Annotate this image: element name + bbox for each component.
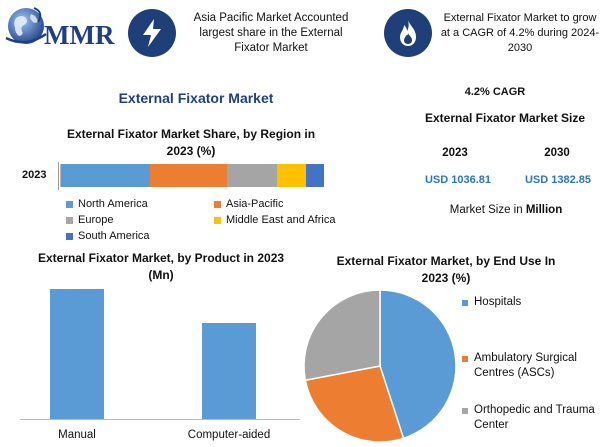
- market-size-unit: Million: [525, 204, 563, 216]
- region-stacked-bar: [60, 164, 324, 187]
- legend-swatch: [462, 300, 468, 306]
- market-size-title: External Fixator Market Size: [424, 111, 586, 125]
- legend-item: Europe: [66, 214, 113, 226]
- callout-text: External Fixator Market to grow at a CAG…: [440, 11, 600, 54]
- product-bar-manual: [50, 289, 104, 419]
- page-title: External Fixator Market: [118, 90, 274, 106]
- legend-swatch: [66, 232, 73, 240]
- enduse-chart-title: External Fixator Market, by End Use In 2…: [336, 254, 556, 285]
- value-2023: USD 1036.81: [424, 174, 492, 186]
- legend-label: South America: [78, 230, 150, 242]
- legend-label: Middle East and Africa: [226, 214, 336, 226]
- legend-item: Ambulatory Surgical Centres (ASCs): [462, 351, 610, 381]
- callout-largest-share: Asia Pacific Market Accounted largest sh…: [128, 4, 358, 62]
- legend-label: Orthopedic and Trauma Center: [474, 404, 595, 431]
- market-size-prefix: Market Size in: [449, 204, 526, 216]
- legend-swatch: [66, 200, 73, 208]
- product-bar-chart: [20, 284, 300, 420]
- callout-cagr: External Fixator Market to grow at a CAG…: [384, 4, 604, 62]
- product-category-label: Computer-aided: [187, 429, 271, 441]
- legend-label: Europe: [78, 214, 114, 226]
- legend-item: South America: [66, 230, 150, 242]
- region-segment-south-america: [305, 164, 324, 187]
- lightning-icon: [143, 19, 161, 47]
- callout-text: Asia Pacific Market Accounted largest sh…: [193, 11, 349, 54]
- legend-item: Hospitals: [462, 295, 521, 310]
- region-segment-asia-pacific: [150, 164, 227, 187]
- pie-slice-hospitals: [379, 289, 457, 440]
- pie-slice-orthopedic-and-trauma-center: [303, 289, 381, 382]
- callout-icon-badge: [384, 9, 432, 57]
- region-segment-europe: [226, 164, 277, 187]
- region-segment-north-america: [61, 164, 151, 187]
- legend-swatch: [66, 216, 73, 224]
- legend-swatch: [214, 200, 221, 208]
- region-axis: [58, 162, 59, 190]
- product-chart-title: External Fixator Market, by Product in 2…: [37, 251, 285, 282]
- callout-icon-badge: [128, 9, 176, 57]
- year-2023-label: 2023: [442, 147, 468, 159]
- region-chart-title: External Fixator Market Share, by Region…: [66, 127, 316, 158]
- legend-label: Hospitals: [474, 296, 522, 308]
- cagr-label: 4.2% CAGR: [464, 86, 526, 98]
- value-2030: USD 1382.85: [524, 174, 592, 186]
- legend-item: Asia-Pacific: [214, 198, 283, 210]
- region-year-label: 2023: [22, 169, 47, 181]
- globe-icon: [5, 7, 47, 44]
- enduse-pie-chart: [303, 289, 457, 443]
- product-x-axis: [20, 419, 300, 420]
- legend-item: North America: [66, 198, 148, 210]
- legend-swatch: [462, 408, 468, 414]
- region-segment-middle-east-and-africa: [276, 164, 306, 187]
- logo-text: MMR: [44, 20, 115, 50]
- flame-icon: [400, 20, 416, 46]
- legend-swatch: [462, 356, 468, 362]
- legend-label: North America: [78, 198, 148, 210]
- pie-slice-ambulatory-surgical-centres-ascs: [304, 365, 405, 443]
- legend-item: Middle East and Africa: [214, 214, 335, 226]
- market-size-note: Market Size in Million: [436, 204, 576, 216]
- legend-swatch: [214, 216, 221, 224]
- mmr-logo: MMR: [4, 4, 116, 52]
- year-2030-label: 2030: [544, 147, 570, 159]
- legend-item: Orthopedic and Trauma Center: [462, 403, 610, 433]
- product-category-label: Manual: [58, 429, 96, 441]
- product-bar-computer-aided: [202, 322, 256, 419]
- legend-label: Asia-Pacific: [226, 198, 284, 210]
- legend-label: Ambulatory Surgical Centres (ASCs): [474, 352, 577, 379]
